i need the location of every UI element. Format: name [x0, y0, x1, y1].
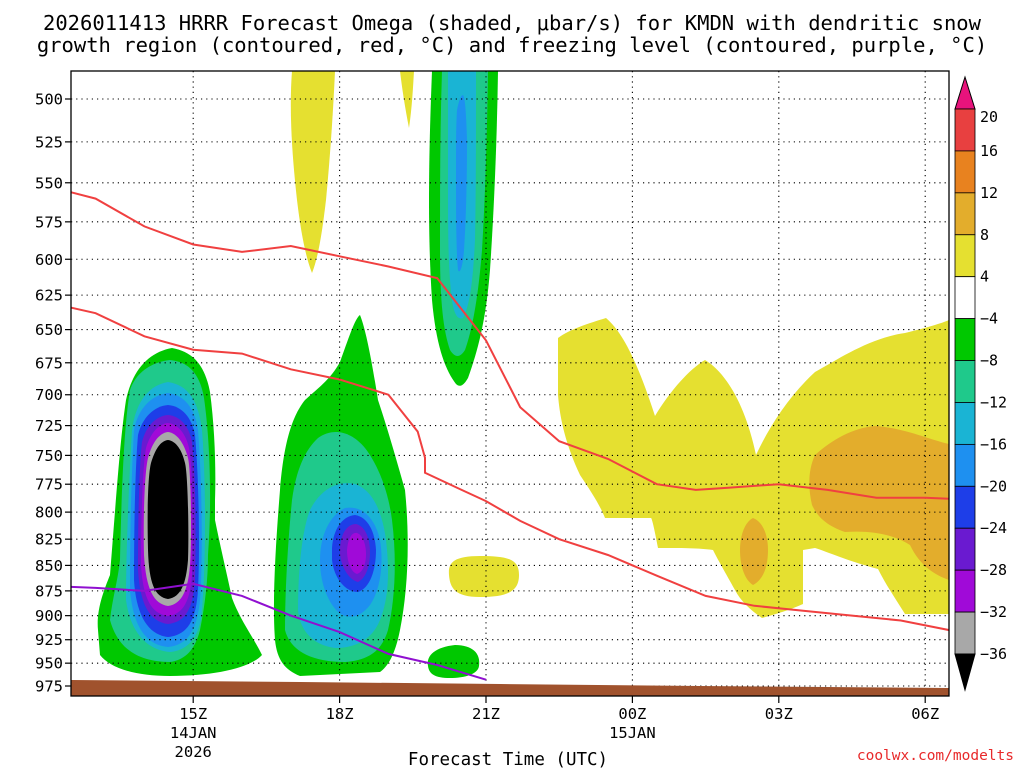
colorbar-labels: 20 16 12 8 4 −4 −8 −12 −16 −20 −24 −28 −32 −36 [980, 108, 1007, 663]
y-tick-label: 875 [35, 582, 63, 600]
watermark-link[interactable]: coolwx.com/modelts [857, 748, 1014, 764]
y-tick-label: 600 [35, 251, 63, 269]
y-tick-label: 975 [35, 678, 63, 696]
terrain-ground [71, 680, 949, 696]
x-tick-label-line3: 2026 [175, 743, 212, 761]
y-tick-label: 725 [35, 417, 63, 435]
colorbar-label: −12 [980, 393, 1007, 411]
colorbar-bin [954, 443, 976, 487]
y-tick-label: 700 [35, 386, 63, 404]
colorbar-label: −20 [980, 477, 1007, 495]
plot-frame [70, 70, 950, 697]
descent-area-upper-left [290, 71, 335, 273]
colorbar-bin [954, 234, 976, 278]
colorbar-label: −4 [980, 310, 998, 328]
contour-lines [71, 191, 949, 681]
colorbar-bin [954, 527, 976, 571]
colorbar-bin [954, 611, 976, 655]
y-tick-label: 850 [35, 557, 63, 575]
chart-title-line2: growth region (contoured, red, °C) and f… [37, 33, 987, 57]
descent-area-thin [400, 71, 414, 128]
y-axis: 500 525 550 575 600 625 650 675 700 725 750 775 800 8… [35, 91, 71, 696]
colorbar-label: −36 [980, 645, 1007, 663]
ascent-area-19z [273, 315, 408, 676]
y-tick-label: 950 [35, 655, 63, 673]
colorbar-label: 12 [980, 184, 998, 202]
x-axis-label: Forecast Time (UTC) [408, 750, 608, 768]
colorbar-bin [954, 360, 976, 403]
freezing-level-contour [71, 582, 487, 681]
colorbar-label: −32 [980, 603, 1007, 621]
y-tick-label: 925 [35, 631, 63, 649]
y-tick-label: 775 [35, 476, 63, 494]
colorbar-bottom-triangle [954, 653, 976, 692]
omega-shading [97, 71, 949, 678]
descent-area-small [448, 556, 519, 597]
colorbar-bin [954, 402, 976, 445]
ascent-area-15z [97, 348, 262, 676]
colorbar-label: −24 [980, 519, 1007, 537]
x-tick-label-line1: 18Z [326, 705, 354, 723]
y-tick-label: 900 [35, 607, 63, 625]
y-tick-label: 800 [35, 504, 63, 522]
y-tick-label: 525 [35, 133, 63, 151]
x-tick-label-line1: 00Z [618, 705, 646, 723]
y-tick-label: 675 [35, 354, 63, 372]
colorbar: 20 16 12 8 4 −4 −8 −12 −16 −20 −24 −28 −32 −36 [954, 75, 1007, 692]
colorbar-label: −8 [980, 352, 998, 370]
colorbar-bin [954, 192, 976, 236]
colorbar-bins [954, 108, 976, 655]
descent-max-small [740, 518, 768, 585]
x-tick-label-line1: 03Z [765, 705, 793, 723]
colorbar-bin [954, 150, 976, 194]
dgz-contour-lower [71, 306, 949, 632]
dgz-contour-upper [71, 191, 949, 500]
colorbar-bin [954, 318, 976, 361]
colorbar-bin [954, 485, 976, 529]
colorbar-bin [954, 569, 976, 613]
y-tick-label: 500 [35, 91, 63, 109]
x-tick-label-line1: 15Z [179, 705, 207, 723]
colorbar-label: 4 [980, 268, 989, 286]
colorbar-label: 20 [980, 108, 998, 126]
x-tick-label-line2: 14JAN [170, 724, 217, 742]
x-tick-label-line1: 21Z [472, 705, 500, 723]
colorbar-label: 8 [980, 226, 989, 244]
descent-area-large [558, 318, 949, 618]
y-tick-label: 575 [35, 213, 63, 231]
colorbar-label: −16 [980, 435, 1007, 453]
plot-area [71, 71, 949, 696]
x-tick-label-line1: 06Z [911, 705, 939, 723]
x-tick-label-line2: 15JAN [609, 724, 656, 742]
y-tick-label: 650 [35, 321, 63, 339]
colorbar-top-triangle [954, 75, 976, 110]
y-tick-label: 550 [35, 174, 63, 192]
grid-lines [71, 71, 949, 696]
y-tick-label: 625 [35, 287, 63, 305]
chart-title-line1: 2026011413 HRRR Forecast Omega (shaded, … [43, 11, 982, 35]
y-tick-label: 825 [35, 531, 63, 549]
colorbar-label: −28 [980, 561, 1007, 579]
colorbar-bin [954, 276, 976, 320]
ascent-area-21z [427, 71, 498, 678]
y-tick-label: 750 [35, 447, 63, 465]
descent-max-east [809, 426, 949, 580]
colorbar-label: 16 [980, 142, 998, 160]
colorbar-bin [954, 108, 976, 152]
